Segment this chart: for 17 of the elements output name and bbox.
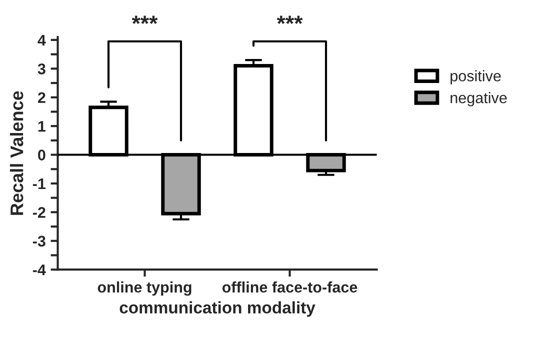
text: *** <box>132 16 158 24</box>
x-axis-title: communication modality <box>120 301 316 317</box>
y-tick-label: -4 <box>32 264 46 276</box>
y-tick-label: 1 <box>38 121 46 132</box>
y-tick-label: 0 <box>38 150 46 160</box>
y-tick-label: 4 <box>38 34 46 46</box>
x-tick-label: offline face-to-face <box>222 281 358 293</box>
text: *** <box>276 16 303 24</box>
x-tick-label: online typing <box>98 281 192 296</box>
y-axis-title: Recall Valence <box>10 91 24 215</box>
y-tick-label: -1 <box>32 178 46 190</box>
y-tick-label: 2 <box>38 92 46 103</box>
y-tick-label: -3 <box>32 236 46 247</box>
y-tick-label: -2 <box>32 207 46 218</box>
legend-label: negative <box>450 92 507 106</box>
y-tick-label: 3 <box>38 64 46 74</box>
legend-label: positive <box>450 70 501 84</box>
